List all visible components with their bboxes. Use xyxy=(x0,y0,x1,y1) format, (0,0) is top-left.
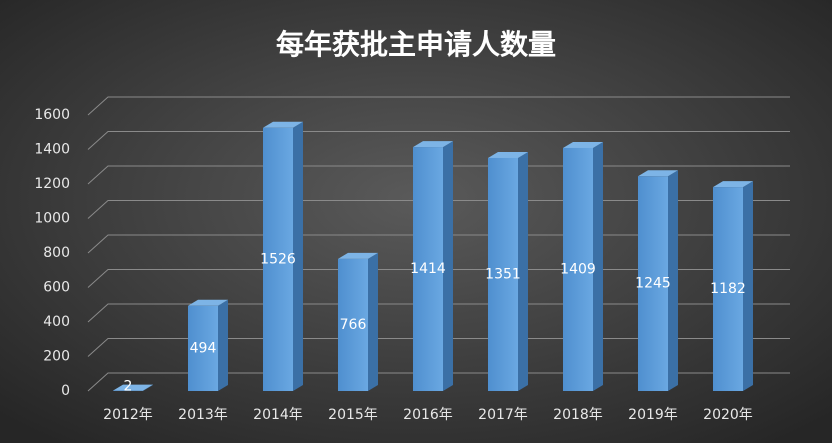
x-tick-label: 2014年 xyxy=(253,407,303,423)
data-label: 2 xyxy=(124,379,133,395)
x-tick-label: 2018年 xyxy=(553,407,603,423)
bar xyxy=(488,157,518,391)
data-label: 1245 xyxy=(635,276,671,292)
bar-side xyxy=(443,141,453,391)
data-label: 494 xyxy=(190,340,217,356)
grid-line xyxy=(87,338,790,357)
bar-top xyxy=(263,121,303,128)
bar-side xyxy=(743,181,753,391)
x-tick-label: 2019年 xyxy=(628,407,678,423)
bar-top xyxy=(713,181,753,188)
chart-title: 每年获批主申请人数量 xyxy=(276,28,556,61)
x-tick-label: 2020年 xyxy=(703,407,753,423)
bar-side xyxy=(518,151,528,391)
bar-side xyxy=(668,170,678,391)
data-label: 1182 xyxy=(710,281,746,297)
grid-line xyxy=(87,131,790,150)
x-tick-label: 2016年 xyxy=(403,407,453,423)
grid-line xyxy=(87,372,790,392)
grid-line xyxy=(87,165,790,185)
grid-line xyxy=(87,96,790,116)
data-label: 1526 xyxy=(260,251,296,267)
bar xyxy=(263,127,293,391)
y-tick-label: 1200 xyxy=(34,176,70,192)
bar-side xyxy=(218,299,228,391)
grid-line xyxy=(87,303,790,323)
bar xyxy=(188,305,218,391)
bar-top xyxy=(563,141,603,148)
y-tick-label: 1000 xyxy=(34,211,70,227)
y-tick-label: 1600 xyxy=(34,107,70,123)
x-tick-label: 2015年 xyxy=(328,407,378,423)
bar xyxy=(713,187,743,391)
grid-line xyxy=(87,269,790,288)
y-tick-label: 800 xyxy=(43,245,70,261)
x-tick-label: 2013年 xyxy=(178,407,228,423)
bar xyxy=(563,147,593,391)
bar-top xyxy=(488,151,528,158)
data-label: 1414 xyxy=(410,261,446,277)
data-label: 766 xyxy=(340,317,367,333)
y-tick-label: 0 xyxy=(61,383,70,399)
grid-line xyxy=(87,234,790,254)
bar-top xyxy=(113,384,153,391)
bar xyxy=(413,147,443,391)
bar-top xyxy=(188,299,228,306)
bar-top xyxy=(638,170,678,177)
bar-side xyxy=(368,252,378,391)
bar-top xyxy=(338,252,378,259)
bar-top xyxy=(413,141,453,148)
data-label: 1409 xyxy=(560,261,596,277)
x-tick-label: 2012年 xyxy=(103,407,153,423)
data-label: 1351 xyxy=(485,266,521,282)
y-tick-label: 400 xyxy=(43,314,70,330)
x-tick-label: 2017年 xyxy=(478,407,528,423)
bar-side xyxy=(593,141,603,391)
y-tick-label: 1400 xyxy=(34,142,70,158)
bar-side xyxy=(293,121,303,391)
y-tick-label: 200 xyxy=(43,349,70,365)
grid-line xyxy=(87,200,790,219)
bar xyxy=(638,176,668,391)
y-tick-label: 600 xyxy=(43,280,70,296)
bar-side xyxy=(143,384,153,391)
bar xyxy=(338,258,368,391)
